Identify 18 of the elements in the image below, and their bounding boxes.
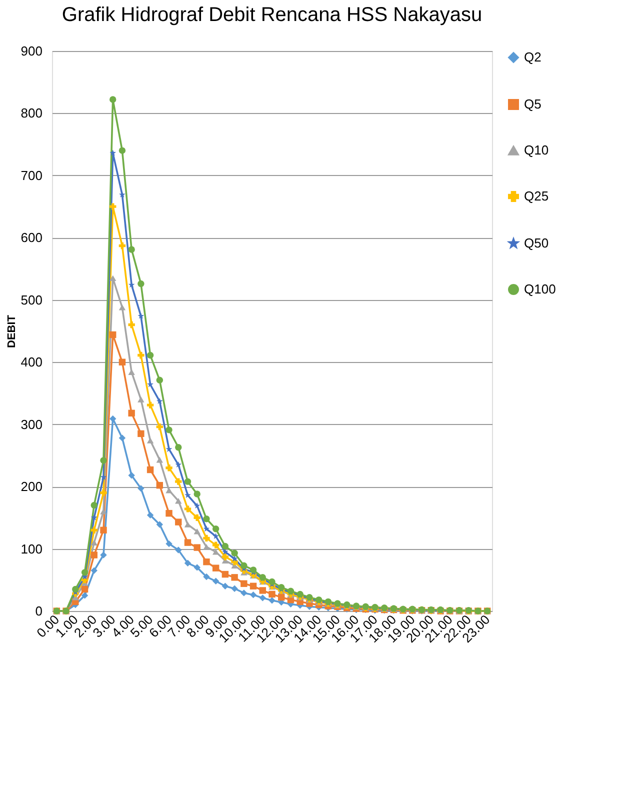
y-axis-title: DEBIT [6, 314, 18, 348]
y-tick-label: 900 [20, 44, 42, 58]
legend-label: Q100 [524, 282, 556, 296]
legend-label: Q5 [524, 96, 542, 112]
legend-label: Q25 [524, 188, 549, 204]
y-tick-label: 700 [20, 168, 42, 183]
y-tick-label: 400 [20, 354, 42, 370]
y-tick-label: 200 [20, 479, 42, 494]
y-tick-label: 800 [20, 106, 42, 121]
chart-title: Grafik Hidrograf Debit Rencana HSS Nakayasu [62, 4, 482, 26]
y-tick-label: 300 [20, 416, 42, 432]
y-tick-label: 0 [35, 604, 42, 618]
legend-label: Q50 [524, 236, 549, 250]
legend-label: Q10 [524, 142, 549, 158]
y-tick-label: 500 [20, 292, 42, 308]
legend-label: Q2 [524, 50, 542, 64]
y-tick-label: 600 [20, 230, 42, 246]
y-tick-label: 100 [20, 541, 42, 556]
